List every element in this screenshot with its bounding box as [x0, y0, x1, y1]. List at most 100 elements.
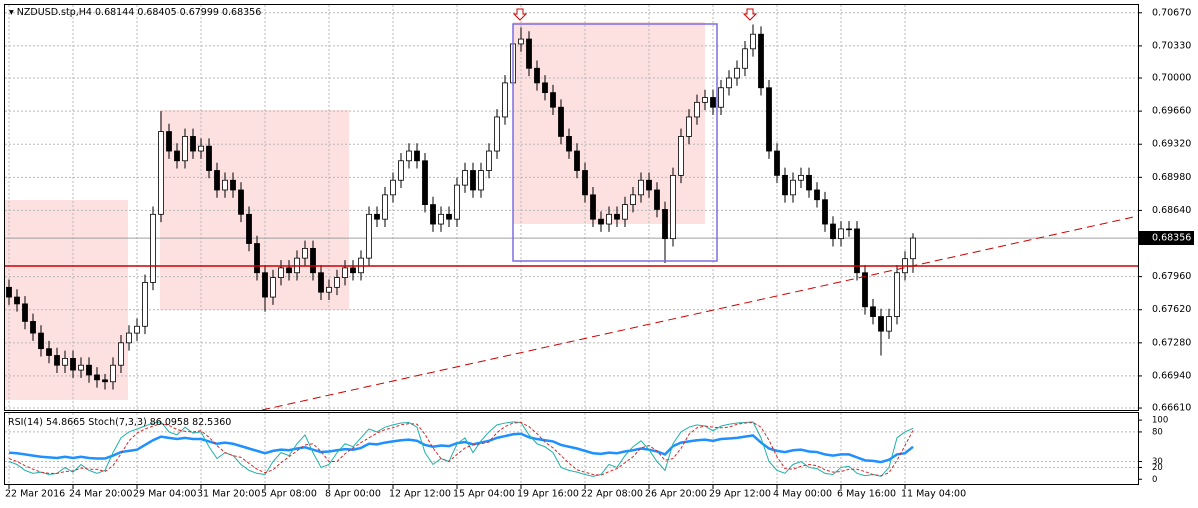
candle-body	[206, 145, 212, 171]
candle-body	[854, 228, 860, 274]
candle-body	[814, 189, 820, 201]
candle-body	[590, 194, 596, 220]
candle-body	[38, 332, 44, 350]
candle-body	[222, 179, 228, 191]
grid	[5, 5, 1142, 489]
candle-body	[118, 342, 124, 366]
candle-body	[846, 228, 852, 231]
candle-body	[270, 277, 276, 298]
candle-body	[782, 174, 788, 196]
candle-body	[574, 150, 580, 171]
y-tick-label: 0	[1152, 475, 1157, 485]
pattern-box	[512, 23, 718, 262]
candle-body	[638, 179, 644, 196]
candle-body	[478, 170, 484, 191]
candle-body	[318, 272, 324, 293]
candle-body	[878, 316, 884, 332]
candle-body	[414, 150, 420, 162]
candle-body	[406, 150, 412, 162]
candle-body	[166, 131, 172, 152]
candle-body	[494, 116, 500, 152]
y-tick-label: 80	[1152, 427, 1163, 437]
candle-body	[94, 374, 100, 381]
candle-body	[334, 277, 340, 288]
x-tick-label: 6 May 16:00	[837, 489, 896, 500]
candle-body	[870, 306, 876, 317]
y-tick-label: 0.66610	[1152, 403, 1191, 414]
candle-body	[454, 184, 460, 220]
candle-body	[822, 199, 828, 225]
y-tick-label: 0.68980	[1152, 172, 1191, 183]
stoch-name: Stoch(7,3,3)	[88, 417, 146, 428]
x-tick-label: 29 Apr 12:00	[709, 489, 771, 500]
candle-body	[174, 150, 180, 162]
y-tick-label: 0.69660	[1152, 106, 1191, 117]
y-tick-label: 0.70000	[1152, 73, 1191, 84]
header: ▾ NZDUSD.stp,H4 0.68144 0.68405 0.67999 …	[9, 7, 261, 18]
candle-body	[534, 67, 540, 84]
candle-body	[342, 267, 348, 278]
candle-body	[894, 272, 900, 317]
candle-body	[862, 272, 868, 308]
rsi-name: RSI(14)	[8, 417, 43, 428]
y-tick-label: 0.67620	[1152, 304, 1191, 315]
last-close: 0.68356	[222, 7, 261, 18]
y-tick-label: 0.69320	[1152, 139, 1191, 150]
candle-body	[502, 82, 508, 118]
y-tick-label: 0.66940	[1152, 370, 1191, 381]
last-high: 0.68405	[137, 7, 176, 18]
candle-body	[326, 286, 332, 293]
x-tick-label: 15 Apr 04:00	[453, 489, 515, 500]
candle-body	[750, 33, 756, 50]
candle-body	[686, 116, 692, 137]
price-box	[1139, 231, 1194, 245]
candle-body	[246, 213, 252, 244]
x-tick-label: 12 Apr 12:00	[389, 489, 451, 500]
y-tick-label: 0.68640	[1152, 205, 1191, 216]
candle-body	[54, 355, 60, 366]
candle-body	[30, 321, 36, 334]
rsi-value: 54.8665	[46, 417, 85, 428]
candle-body	[566, 136, 572, 152]
candle-body	[262, 272, 268, 298]
candle-body	[374, 213, 380, 220]
symbol: NZDUSD.stp,H4	[17, 7, 92, 18]
candle-body	[110, 364, 116, 383]
menu-icon: ▾	[9, 7, 17, 18]
candle-body	[550, 92, 556, 108]
rsi-line	[8, 432, 914, 464]
x-tick-label: 5 Apr 08:00	[261, 489, 317, 500]
x-tick-label: 8 Apr 00:00	[325, 489, 381, 500]
y-tick-label: 0.70330	[1152, 40, 1191, 51]
x-tick-label: 31 Mar 20:00	[197, 489, 260, 500]
x-tick-label: 29 Mar 04:00	[133, 489, 196, 500]
candle-body	[422, 160, 428, 205]
candle-body	[182, 136, 188, 162]
y-tick-label: 30	[1152, 457, 1163, 467]
candle-body	[70, 358, 76, 371]
zone	[5, 200, 128, 400]
candle-body	[78, 364, 84, 371]
candle-body	[278, 267, 284, 278]
candle-body	[150, 213, 156, 283]
candle-body	[662, 209, 668, 240]
y-tick-label: 0.67280	[1152, 337, 1191, 348]
candle-body	[14, 296, 20, 305]
y-tick-label: 0.67960	[1152, 271, 1191, 282]
indicator-header: RSI(14) 54.8665 Stoch(7,3,3) 86.0958 82.…	[8, 417, 231, 428]
candle-body	[198, 145, 204, 152]
current-price: 0.68356	[1152, 233, 1191, 244]
stoch-main-line	[8, 421, 914, 477]
candle-body	[382, 194, 388, 220]
candle-body	[806, 174, 812, 191]
last-open: 0.68144	[95, 7, 134, 18]
candle-body	[726, 77, 732, 89]
candle-body	[718, 87, 724, 108]
candle-body	[286, 267, 292, 274]
candle-body	[126, 332, 132, 344]
x-tick-label: 22 Mar 2016	[5, 489, 65, 500]
candle-body	[446, 213, 452, 220]
sub-frame	[4, 412, 1139, 485]
price-label: 0.68356	[1139, 231, 1194, 245]
